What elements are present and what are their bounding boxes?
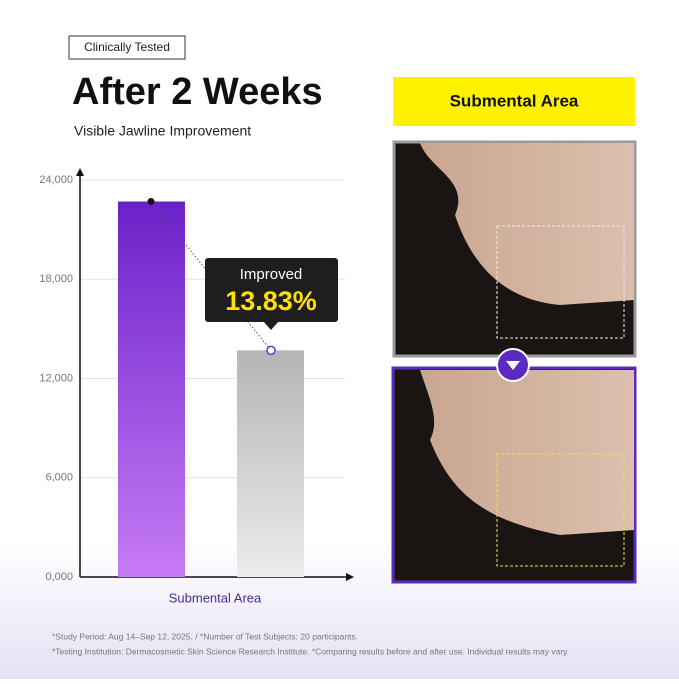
tooltip-box [205, 258, 338, 322]
tooltip-value: 13.83% [225, 286, 317, 316]
footnote: *Study Period: Aug 14–Sep 12, 2025, / *N… [52, 631, 358, 641]
badge-box [68, 35, 186, 60]
compare-title: Submental Area [450, 91, 579, 110]
y-axis-arrow [76, 168, 84, 176]
subtitle: Visible Jawline Improvement [74, 123, 251, 139]
arrow-icon [506, 361, 520, 370]
value-dot [266, 345, 276, 356]
before-photo [392, 140, 637, 358]
x-axis-arrow [346, 573, 354, 581]
y-tick-label: 0,000 [45, 571, 73, 583]
y-tick-label: 18,000 [39, 273, 73, 285]
chart: 0,000 6,000 12,000 18,000 24,000 Improved 13.8… [39, 168, 354, 605]
tooltip-pointer [263, 321, 279, 330]
after-photo [391, 366, 637, 584]
y-tick-label: 6,000 [45, 472, 73, 484]
bar [237, 350, 304, 577]
title: After 2 Weeks [72, 71, 323, 113]
footnote: *Testing Institution: Dermacosmetic Skin… [52, 646, 569, 656]
bar [118, 201, 185, 578]
y-tick-label: 24,000 [39, 174, 73, 186]
compare-title-box [393, 77, 635, 126]
tooltip-label: Improved [240, 266, 303, 283]
y-tick-label: 12,000 [39, 372, 73, 384]
badge: Clinically Tested [84, 40, 170, 54]
value-dot [147, 198, 155, 206]
x-axis-label: Submental Area [169, 590, 262, 605]
